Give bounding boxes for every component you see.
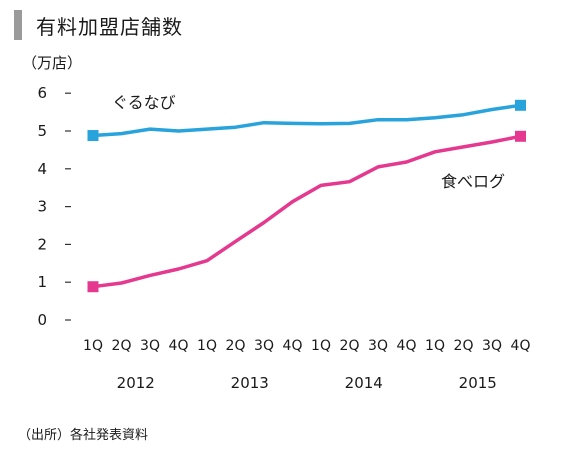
series-marker <box>87 281 99 293</box>
x-tick-label: 2Q <box>226 338 246 354</box>
x-tick-label: 1Q <box>197 338 217 354</box>
chart-title: 有料加盟店舗数 <box>36 14 183 39</box>
y-tick-label: 4 <box>37 160 47 178</box>
series-label: ぐるなび <box>112 93 176 112</box>
year-label: 2012 <box>117 374 155 392</box>
x-tick-label: 3Q <box>482 338 502 354</box>
x-tick-label: 1Q <box>311 338 331 354</box>
x-tick-label: 2Q <box>340 338 360 354</box>
y-tick-label: 2 <box>37 235 47 253</box>
x-tick-label: 2Q <box>454 338 474 354</box>
year-label: 2015 <box>459 374 497 392</box>
y-tick-label: 5 <box>37 122 47 140</box>
x-tick-label: 2Q <box>112 338 132 354</box>
header-accent-bar <box>14 10 22 40</box>
series-line <box>91 134 523 289</box>
series-marker <box>515 99 526 111</box>
series-label: 食べログ <box>441 172 505 191</box>
x-tick-label: 1Q <box>83 338 103 354</box>
x-tick-label: 3Q <box>254 338 274 354</box>
x-tick-label: 4Q <box>283 338 303 354</box>
x-tick-label: 1Q <box>425 338 445 354</box>
x-tick-label: 3Q <box>368 338 388 354</box>
chart-header: 有料加盟店舗数 <box>14 10 183 40</box>
series-marker <box>87 130 99 142</box>
x-tick-label: 3Q <box>140 338 160 354</box>
x-tick-label: 4Q <box>169 338 189 354</box>
x-tick-label: 4Q <box>397 338 417 354</box>
y-tick-label: 0 <box>37 311 47 329</box>
year-label: 2013 <box>231 374 269 392</box>
year-label: 2014 <box>345 374 383 392</box>
series-line <box>91 103 523 138</box>
y-tick-label: 1 <box>37 273 47 291</box>
y-tick-label: 3 <box>37 198 47 216</box>
y-tick-label: 6 <box>37 84 47 102</box>
y-axis-unit-label: （万店） <box>22 54 83 72</box>
source-note: （出所）各社発表資料 <box>18 428 149 443</box>
series-marker <box>515 130 526 142</box>
x-tick-label: 4Q <box>511 338 531 354</box>
